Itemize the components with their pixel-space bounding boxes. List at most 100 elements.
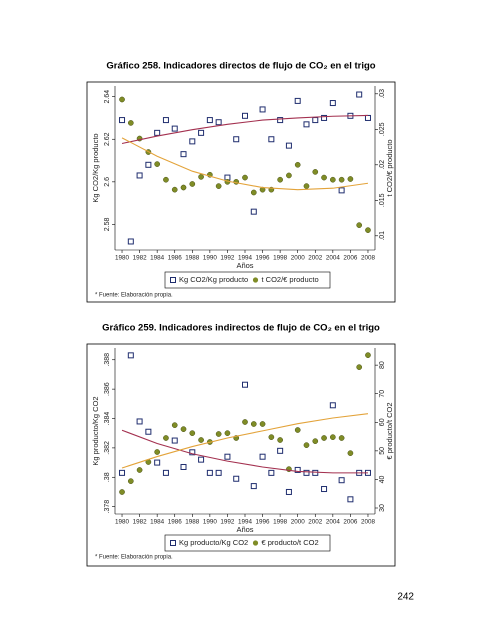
point	[347, 450, 354, 456]
point	[268, 136, 275, 143]
point	[329, 100, 336, 107]
y-tick-label: .38	[104, 472, 111, 482]
legend-marker	[252, 540, 259, 546]
fit-line	[121, 429, 368, 474]
y2-axis-title: € producto/t CO2	[385, 402, 394, 459]
point	[242, 174, 248, 181]
point	[338, 187, 345, 194]
fit-line	[121, 114, 368, 145]
point	[259, 421, 266, 427]
page-number: 242	[397, 592, 414, 603]
point	[356, 222, 363, 229]
y-tick-label: .386	[104, 382, 111, 396]
point	[206, 469, 213, 476]
point	[312, 169, 319, 175]
point	[180, 184, 187, 191]
point	[294, 161, 301, 168]
point	[189, 138, 196, 145]
point	[154, 129, 161, 136]
legend-label: Kg CO2/Kg producto	[179, 275, 248, 284]
point	[285, 488, 292, 495]
point	[163, 176, 169, 183]
point	[189, 181, 196, 187]
point	[294, 427, 301, 433]
legend-marker	[170, 277, 176, 283]
point	[136, 467, 143, 473]
x-tick-label: 1996	[256, 255, 271, 262]
point	[321, 114, 328, 121]
point	[215, 119, 222, 126]
fit-line	[121, 137, 369, 191]
x-tick-label: 1994	[238, 255, 253, 262]
x-tick-label: 1980	[115, 255, 130, 262]
point	[180, 463, 187, 470]
point	[294, 466, 301, 473]
point	[277, 447, 284, 454]
x-tick-label: 1994	[238, 519, 253, 526]
y2-tick-label: .02	[379, 160, 386, 170]
x-tick-label: 1984	[150, 519, 165, 526]
x-axis-title: Años	[236, 261, 253, 270]
point	[338, 435, 345, 441]
point	[286, 172, 292, 179]
point	[329, 402, 336, 409]
y2-tick-label: .01	[379, 231, 386, 241]
point	[180, 151, 187, 158]
point	[338, 176, 345, 183]
y-tick-label: .378	[104, 500, 111, 514]
point	[198, 456, 205, 463]
x-tick-label: 2000	[291, 519, 306, 526]
legend-label: Kg producto/Kg CO2	[179, 538, 248, 547]
y-tick-label: 2.58	[104, 218, 111, 232]
point	[171, 125, 178, 132]
x-tick-label: 2004	[326, 519, 341, 526]
point	[347, 176, 354, 182]
point	[365, 227, 371, 233]
point	[127, 120, 134, 126]
x-tick-label: 2008	[361, 519, 376, 526]
legend-marker	[252, 277, 259, 283]
point	[294, 97, 301, 104]
point	[154, 449, 161, 455]
point	[215, 431, 222, 437]
x-tick-label: 1996	[256, 519, 271, 526]
y-tick-label: 2.6	[104, 177, 111, 187]
x-tick-label: 1982	[133, 255, 148, 262]
point	[136, 418, 143, 425]
chart-frame	[86, 81, 396, 303]
y2-tick-label: 80	[379, 361, 386, 369]
point	[215, 469, 222, 476]
point	[242, 419, 248, 425]
x-tick-label: 1992	[220, 519, 235, 526]
x-tick-label: 2006	[343, 255, 358, 262]
point	[154, 459, 161, 466]
x-axis-title: Años	[236, 525, 253, 534]
point	[277, 117, 284, 124]
point	[154, 161, 161, 167]
point	[250, 189, 257, 196]
point	[233, 475, 240, 482]
point	[242, 112, 248, 119]
point	[171, 422, 178, 428]
chart-title: Gráfico 258. Indicadores directos de flu…	[106, 61, 375, 72]
x-tick-label: 2006	[343, 519, 358, 526]
point	[365, 352, 371, 358]
point	[329, 434, 336, 440]
point	[312, 438, 319, 444]
x-tick-label: 1984	[150, 255, 165, 262]
y2-tick-label: 60	[379, 418, 386, 426]
point	[127, 352, 134, 359]
y2-tick-label: .015	[379, 193, 386, 207]
footnote: * Fuente: Elaboración propia.	[95, 555, 173, 561]
point	[356, 91, 363, 98]
y-tick-label: 2.64	[104, 90, 111, 104]
point	[242, 381, 248, 388]
y-tick-label: .388	[104, 353, 111, 367]
point	[259, 106, 266, 113]
legend-label: € producto/t CO2	[262, 538, 319, 547]
y2-axis-title: t CO2/€ producto	[385, 139, 394, 196]
x-tick-label: 1998	[273, 519, 288, 526]
x-tick-label: 1986	[168, 519, 183, 526]
point	[321, 435, 327, 441]
